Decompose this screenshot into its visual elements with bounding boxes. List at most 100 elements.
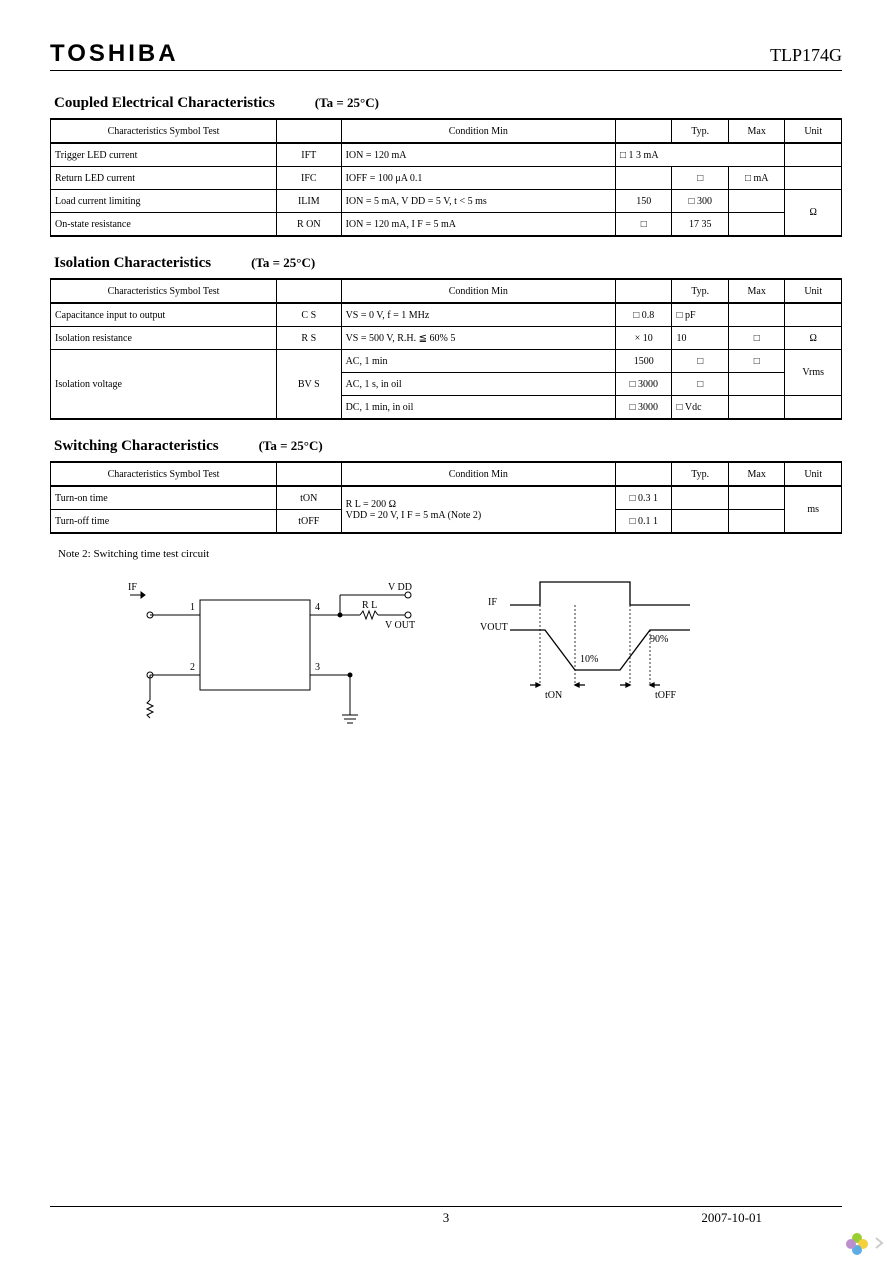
cell: ILIM: [277, 190, 342, 213]
cell: Turn-on time: [51, 486, 277, 510]
th-characteristics: Characteristics Symbol Test: [51, 279, 277, 303]
cell: VS = 500 V, R.H. ≦ 60% 5: [341, 327, 615, 350]
cell: □: [672, 350, 728, 373]
th-min: [616, 279, 672, 303]
label-p4: 4: [315, 602, 320, 613]
table-header-row: Characteristics Symbol Test Condition Mi…: [51, 119, 842, 143]
cell: □: [616, 213, 672, 237]
table-row: Isolation voltage BV S AC, 1 min 1500 □ …: [51, 350, 842, 373]
cell: 10: [672, 327, 728, 350]
cell: [728, 303, 784, 327]
page-footer: 3 2007-10-01: [50, 1206, 842, 1210]
section-1-title: Coupled Electrical Characteristics (Ta =…: [50, 95, 842, 112]
cell: [785, 143, 842, 167]
th-min: [616, 119, 672, 143]
part-number: TLP174G: [770, 45, 842, 66]
table-row: Turn-on time tON R L = 200 Ω VDD = 20 V,…: [51, 486, 842, 510]
table-row: Capacitance input to output C S VS = 0 V…: [51, 303, 842, 327]
table-header-row: Characteristics Symbol Test Condition Mi…: [51, 279, 842, 303]
label-toff: tOFF: [655, 690, 677, 701]
cell: VS = 0 V, f = 1 MHz: [341, 303, 615, 327]
cell: IFC: [277, 167, 342, 190]
cell: × 10: [616, 327, 672, 350]
th-unit: Unit: [785, 462, 842, 486]
label-if2: IF: [488, 597, 497, 608]
label-vout2: VOUT: [480, 622, 508, 633]
cell: Ω: [785, 190, 842, 237]
cell: ms: [785, 486, 842, 533]
circuit-diagram: IF 1 2 3 4 R L V DD V OUT: [110, 570, 420, 740]
cell: □ 1 3 mA: [616, 143, 785, 167]
cell: □ 0.8: [616, 303, 672, 327]
label-p2: 2: [190, 662, 195, 673]
cell: ION = 5 mA, V DD = 5 V, t < 5 ms: [341, 190, 615, 213]
th-typ: Typ.: [672, 279, 728, 303]
corner-widget[interactable]: [836, 1223, 892, 1263]
cell: C S: [277, 303, 342, 327]
cell: □: [672, 167, 728, 190]
section-3-title: Switching Characteristics (Ta = 25°C): [50, 438, 842, 455]
cell: Ω: [785, 327, 842, 350]
section-2-cond: (Ta = 25°C): [251, 255, 315, 271]
cell: 150: [616, 190, 672, 213]
label-p1: 1: [190, 602, 195, 613]
cell: AC, 1 min: [341, 350, 615, 373]
section-3-name: Switching Characteristics: [54, 438, 219, 455]
cell: [672, 510, 728, 534]
brand-logo: TOSHIBA: [50, 40, 179, 68]
switching-table: Characteristics Symbol Test Condition Mi…: [50, 461, 842, 534]
cell: [728, 190, 784, 213]
th-symbol: [277, 462, 342, 486]
th-characteristics: Characteristics Symbol Test: [51, 119, 277, 143]
cell: Load current limiting: [51, 190, 277, 213]
cell: □ Vdc: [672, 396, 728, 420]
th-condition: Condition Min: [341, 462, 615, 486]
flower-icon: [844, 1230, 870, 1256]
cell: □ 0.3 1: [616, 486, 672, 510]
table-row: Isolation resistance R S VS = 500 V, R.H…: [51, 327, 842, 350]
cell: □: [728, 350, 784, 373]
cell: Vrms: [785, 350, 842, 396]
label-10pct: 10%: [580, 654, 598, 665]
cell: [672, 486, 728, 510]
label-vdd: V DD: [388, 582, 412, 593]
cell: BV S: [277, 350, 342, 420]
cond-line-1: R L = 200 Ω: [346, 499, 611, 510]
label-rl: R L: [362, 600, 377, 611]
page: TOSHIBA TLP174G Coupled Electrical Chara…: [0, 0, 892, 1240]
th-max: Max: [728, 119, 784, 143]
cell: Trigger LED current: [51, 143, 277, 167]
section-1-cond: (Ta = 25°C): [315, 95, 379, 111]
th-max: Max: [728, 462, 784, 486]
cell: [728, 510, 784, 534]
cell: Capacitance input to output: [51, 303, 277, 327]
section-2-name: Isolation Characteristics: [54, 255, 211, 272]
cell: ION = 120 mA, I F = 5 mA: [341, 213, 615, 237]
note-2: Note 2: Switching time test circuit: [58, 548, 842, 560]
table-row: Trigger LED current IFT ION = 120 mA □ 1…: [51, 143, 842, 167]
th-typ: Typ.: [672, 119, 728, 143]
cell: Isolation resistance: [51, 327, 277, 350]
cell: [616, 167, 672, 190]
chevron-right-icon: [874, 1236, 884, 1250]
section-2-title: Isolation Characteristics (Ta = 25°C): [50, 255, 842, 272]
cell: IFT: [277, 143, 342, 167]
cell: R S: [277, 327, 342, 350]
table-header-row: Characteristics Symbol Test Condition Mi…: [51, 462, 842, 486]
page-number: 3: [443, 1210, 450, 1226]
label-ton: tON: [545, 690, 562, 701]
cell: □ 300: [672, 190, 728, 213]
cell: □: [728, 327, 784, 350]
cell: □ 3000: [616, 396, 672, 420]
table-row: Load current limiting ILIM ION = 5 mA, V…: [51, 190, 842, 213]
section-1-name: Coupled Electrical Characteristics: [54, 95, 275, 112]
th-min: [616, 462, 672, 486]
cell: [728, 486, 784, 510]
coupled-table: Characteristics Symbol Test Condition Mi…: [50, 118, 842, 237]
label-90pct: 90%: [650, 634, 668, 645]
th-characteristics: Characteristics Symbol Test: [51, 462, 277, 486]
timing-diagram: IF VOUT 10% 90% tON tOFF: [480, 570, 710, 720]
label-p3: 3: [315, 662, 320, 673]
cell: □ 0.1 1: [616, 510, 672, 534]
table-row: On-state resistance R ON ION = 120 mA, I…: [51, 213, 842, 237]
